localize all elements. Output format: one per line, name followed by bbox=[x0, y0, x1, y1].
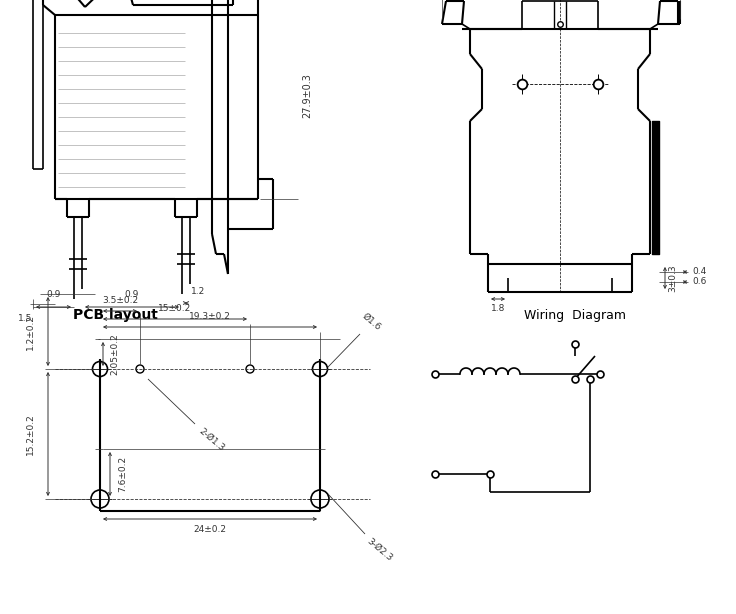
Text: 2.05±0.2: 2.05±0.2 bbox=[110, 333, 119, 375]
Text: 0.4: 0.4 bbox=[692, 268, 707, 276]
Text: 0.6: 0.6 bbox=[692, 278, 707, 287]
Text: 1.5: 1.5 bbox=[18, 314, 32, 323]
Text: 19.3±0.2: 19.3±0.2 bbox=[189, 312, 231, 321]
Text: Ø1.6: Ø1.6 bbox=[360, 311, 382, 332]
Text: 3±0.3: 3±0.3 bbox=[668, 264, 677, 292]
Text: 3-Ø2.3: 3-Ø2.3 bbox=[365, 536, 394, 562]
Text: 15±0.2: 15±0.2 bbox=[158, 304, 191, 313]
Text: 1.8: 1.8 bbox=[491, 304, 505, 313]
Text: 3.5±0.2: 3.5±0.2 bbox=[102, 296, 138, 305]
Text: Wiring  Diagram: Wiring Diagram bbox=[524, 309, 626, 322]
Text: 0.9: 0.9 bbox=[125, 290, 139, 299]
Text: 27.9±0.3: 27.9±0.3 bbox=[302, 74, 312, 119]
Text: 15.2±0.2: 15.2±0.2 bbox=[26, 413, 35, 455]
Text: 1.2: 1.2 bbox=[191, 287, 205, 296]
Text: 2-Ø1.3: 2-Ø1.3 bbox=[197, 426, 226, 453]
Text: 1.2±0.2: 1.2±0.2 bbox=[26, 314, 35, 349]
Text: 7.6±0.2: 7.6±0.2 bbox=[118, 456, 127, 492]
Text: 0.9: 0.9 bbox=[46, 290, 60, 299]
Text: PCB layout: PCB layout bbox=[73, 308, 158, 322]
Text: 24±0.2: 24±0.2 bbox=[194, 525, 227, 534]
